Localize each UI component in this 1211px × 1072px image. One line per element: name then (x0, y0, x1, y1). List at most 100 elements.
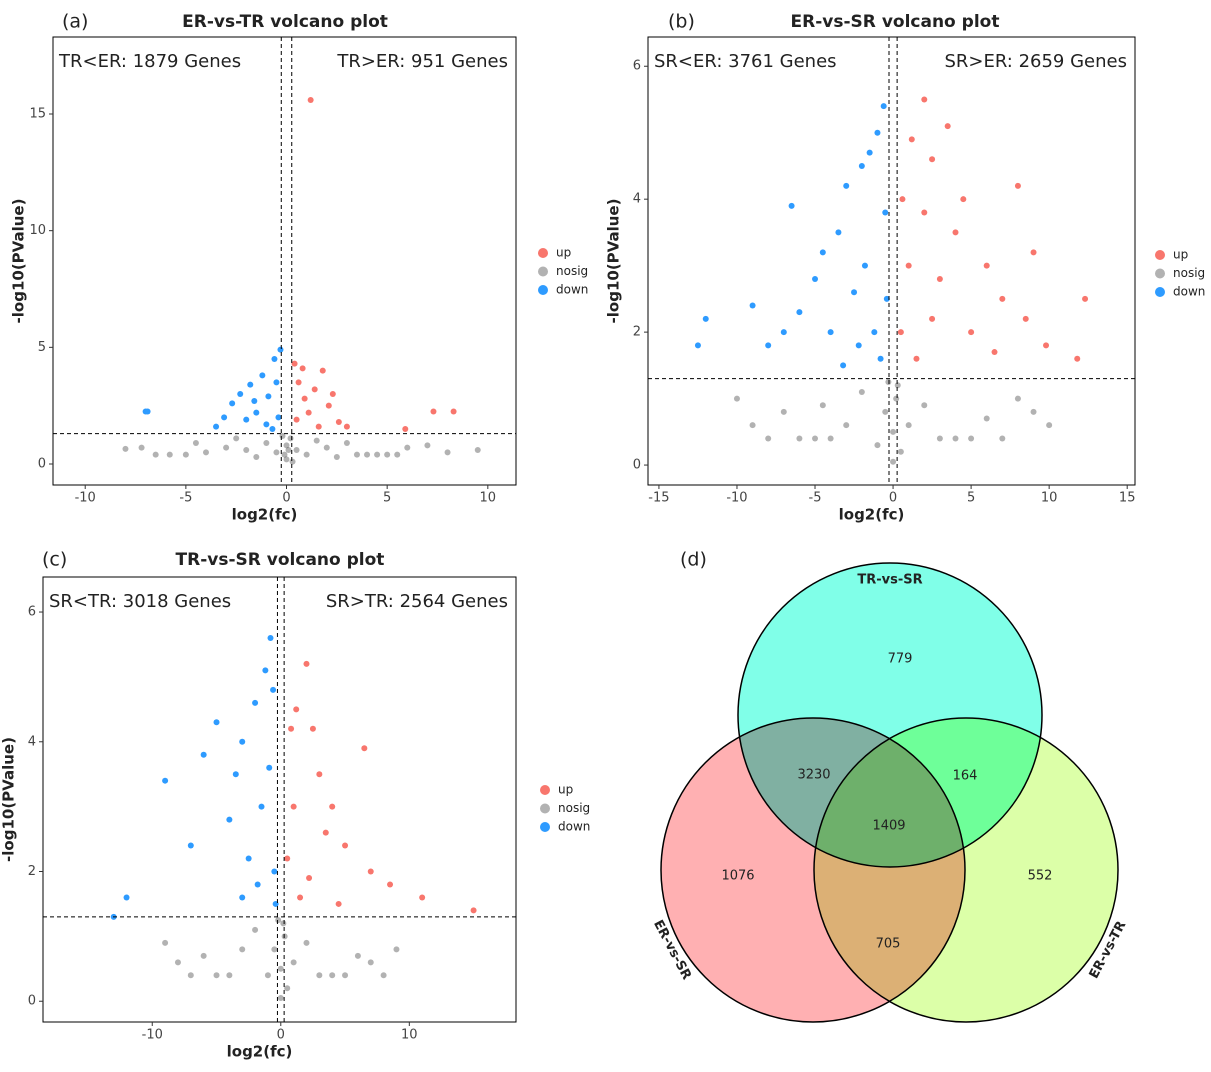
point (284, 855, 291, 862)
point (263, 421, 270, 428)
point (277, 965, 284, 972)
venn-circle (814, 718, 1118, 1022)
point (290, 959, 297, 966)
region-count: 1076 (721, 869, 754, 884)
point (983, 415, 990, 422)
point (263, 440, 270, 446)
x-tick-label: 5 (967, 491, 975, 506)
point (243, 447, 250, 453)
point (871, 329, 878, 336)
point (843, 422, 850, 429)
point (929, 156, 936, 163)
point (251, 398, 258, 404)
point (733, 395, 740, 402)
legend-swatch (540, 785, 550, 795)
point (259, 372, 266, 379)
point (843, 182, 850, 189)
point (361, 745, 368, 752)
point (247, 381, 254, 388)
x-tick-label: -5 (809, 491, 822, 506)
point (281, 451, 288, 458)
point (936, 275, 943, 282)
venn-outline (737, 562, 1043, 868)
point (283, 442, 290, 449)
annotation: TR>ER: 951 Genes (336, 51, 508, 72)
panel-label: (c) (42, 549, 67, 571)
point (322, 829, 329, 836)
point (162, 777, 169, 784)
point (877, 355, 884, 362)
y-tick-label: 5 (38, 340, 46, 355)
y-tick-label: 6 (28, 605, 36, 620)
point (387, 881, 394, 888)
point (983, 262, 990, 269)
point (866, 149, 873, 156)
x-tick-label: -10 (142, 1028, 163, 1043)
point (271, 868, 278, 875)
point (232, 771, 239, 778)
x-axis-label: log2(fc) (839, 506, 905, 524)
point (874, 442, 881, 449)
point (273, 449, 280, 456)
region-count: 164 (953, 769, 978, 784)
point (138, 444, 145, 451)
point (299, 365, 306, 372)
point (182, 451, 189, 458)
legend-swatch (1155, 250, 1165, 260)
legend-swatch (538, 266, 548, 277)
point (851, 289, 858, 296)
point (233, 435, 240, 442)
point (968, 435, 975, 442)
point (323, 444, 330, 451)
point (306, 874, 313, 881)
point (293, 416, 300, 423)
region-count: 552 (1028, 869, 1053, 884)
legend-label: up (558, 783, 573, 797)
point (266, 764, 273, 771)
point (393, 946, 400, 953)
point (265, 393, 272, 400)
point (243, 416, 250, 423)
point (702, 315, 709, 322)
point (921, 402, 928, 409)
point (162, 939, 169, 946)
x-tick-label: -15 (648, 491, 669, 506)
x-tick-label: 10 (1041, 491, 1058, 506)
point (404, 444, 411, 451)
point (271, 946, 278, 953)
point (252, 926, 259, 933)
point (812, 275, 819, 282)
point (287, 435, 294, 442)
y-axis-label: -log10(PValue) (10, 199, 28, 324)
point (213, 719, 220, 726)
point (213, 972, 220, 979)
legend-swatch (540, 803, 550, 814)
point (885, 378, 892, 385)
point (290, 803, 297, 810)
point (765, 435, 772, 442)
point (364, 451, 371, 458)
point (297, 894, 304, 901)
point (122, 445, 129, 452)
point (883, 295, 890, 302)
point (319, 367, 326, 374)
point (858, 388, 865, 395)
panel-title: ER-vs-TR volcano plot (182, 12, 388, 32)
annotation: SR>ER: 2659 Genes (944, 51, 1127, 72)
point (430, 408, 437, 415)
point (293, 706, 300, 713)
point (202, 449, 209, 456)
point (252, 699, 259, 706)
point (262, 667, 269, 674)
point (819, 402, 826, 409)
point (335, 900, 342, 907)
point (929, 315, 936, 322)
point (254, 881, 261, 888)
point (899, 196, 906, 203)
point (237, 391, 244, 397)
region-count: 779 (888, 652, 913, 667)
point (307, 97, 314, 103)
annotation: TR<ER: 1879 Genes (58, 51, 241, 72)
panel-label: (b) (668, 11, 695, 33)
point (303, 451, 310, 458)
